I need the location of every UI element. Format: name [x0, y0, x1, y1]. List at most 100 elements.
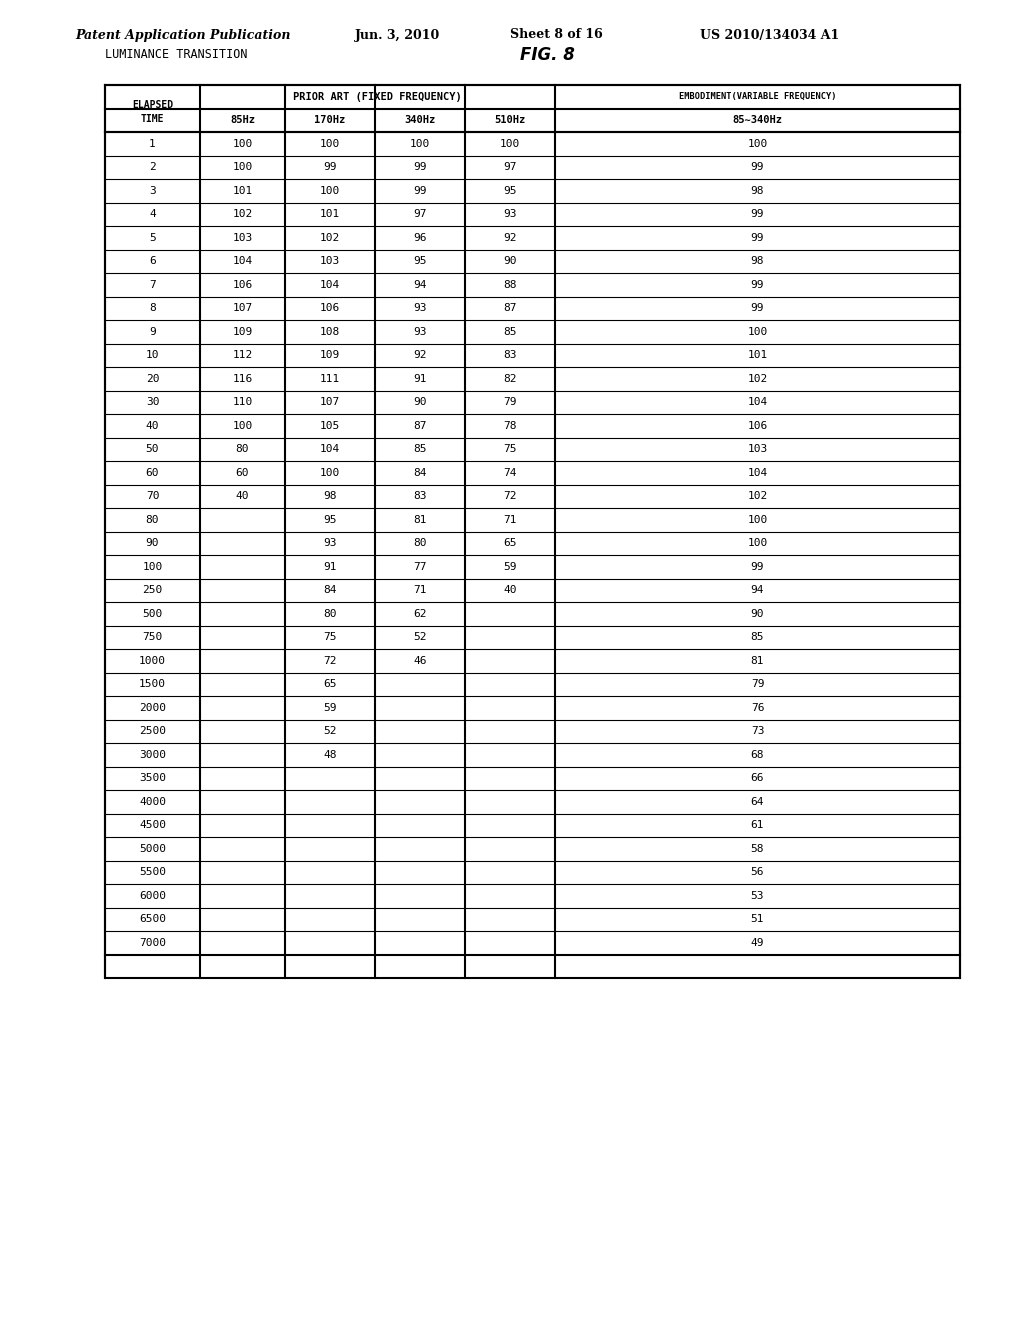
Text: 101: 101 — [232, 186, 253, 195]
Text: 53: 53 — [751, 891, 764, 900]
Text: 58: 58 — [751, 843, 764, 854]
Text: 74: 74 — [503, 467, 517, 478]
Text: 510Hz: 510Hz — [495, 115, 525, 125]
Text: 99: 99 — [324, 162, 337, 172]
Text: 64: 64 — [751, 797, 764, 807]
Text: 93: 93 — [503, 210, 517, 219]
Text: 97: 97 — [503, 162, 517, 172]
Text: 98: 98 — [324, 491, 337, 502]
Text: 94: 94 — [751, 585, 764, 595]
Text: 100: 100 — [319, 186, 340, 195]
Text: 71: 71 — [414, 585, 427, 595]
Text: 100: 100 — [500, 139, 520, 149]
Text: 49: 49 — [751, 937, 764, 948]
Text: 52: 52 — [324, 726, 337, 737]
Text: 78: 78 — [503, 421, 517, 430]
Text: 91: 91 — [414, 374, 427, 384]
Text: 79: 79 — [503, 397, 517, 408]
Text: 100: 100 — [319, 139, 340, 149]
Text: 59: 59 — [503, 562, 517, 572]
Text: 20: 20 — [145, 374, 160, 384]
Text: 88: 88 — [503, 280, 517, 290]
Text: 60: 60 — [145, 467, 160, 478]
Text: TIME: TIME — [140, 114, 164, 124]
Text: 95: 95 — [503, 186, 517, 195]
Text: 2: 2 — [150, 162, 156, 172]
Text: 112: 112 — [232, 350, 253, 360]
Text: 83: 83 — [414, 491, 427, 502]
Text: 100: 100 — [748, 139, 768, 149]
Text: 56: 56 — [751, 867, 764, 878]
Text: 6500: 6500 — [139, 915, 166, 924]
Text: 85: 85 — [751, 632, 764, 643]
Text: 79: 79 — [751, 680, 764, 689]
Text: 99: 99 — [751, 562, 764, 572]
Text: FIG. 8: FIG. 8 — [520, 46, 574, 63]
Text: Patent Application Publication: Patent Application Publication — [75, 29, 291, 41]
Text: 3000: 3000 — [139, 750, 166, 760]
Text: 96: 96 — [414, 232, 427, 243]
Text: 68: 68 — [751, 750, 764, 760]
Text: 87: 87 — [414, 421, 427, 430]
Text: 500: 500 — [142, 609, 163, 619]
Text: 40: 40 — [145, 421, 160, 430]
Text: 3: 3 — [150, 186, 156, 195]
Text: 102: 102 — [319, 232, 340, 243]
Text: 80: 80 — [145, 515, 160, 525]
Text: 99: 99 — [751, 280, 764, 290]
Text: 85Hz: 85Hz — [230, 115, 255, 125]
Text: 99: 99 — [751, 210, 764, 219]
Text: 1000: 1000 — [139, 656, 166, 665]
Text: 81: 81 — [414, 515, 427, 525]
Text: 5: 5 — [150, 232, 156, 243]
Text: 107: 107 — [319, 397, 340, 408]
Text: 52: 52 — [414, 632, 427, 643]
Text: 107: 107 — [232, 304, 253, 313]
Text: 98: 98 — [751, 186, 764, 195]
Text: 90: 90 — [751, 609, 764, 619]
Text: 116: 116 — [232, 374, 253, 384]
Text: 102: 102 — [748, 491, 768, 502]
Text: 2500: 2500 — [139, 726, 166, 737]
Text: 100: 100 — [748, 539, 768, 548]
Text: 106: 106 — [319, 304, 340, 313]
Text: 90: 90 — [145, 539, 160, 548]
Text: 99: 99 — [414, 162, 427, 172]
Text: LUMINANCE TRANSITION: LUMINANCE TRANSITION — [105, 49, 248, 62]
Text: 101: 101 — [748, 350, 768, 360]
Text: 103: 103 — [232, 232, 253, 243]
Text: 91: 91 — [324, 562, 337, 572]
Text: ELAPSED: ELAPSED — [132, 99, 173, 110]
Text: US 2010/134034 A1: US 2010/134034 A1 — [700, 29, 840, 41]
Text: 3500: 3500 — [139, 774, 166, 783]
Text: 85: 85 — [414, 445, 427, 454]
Text: 90: 90 — [414, 397, 427, 408]
Text: EMBODIMENT(VARIABLE FREQUENCY): EMBODIMENT(VARIABLE FREQUENCY) — [679, 92, 837, 102]
Text: 71: 71 — [503, 515, 517, 525]
Text: 8: 8 — [150, 304, 156, 313]
Text: 4000: 4000 — [139, 797, 166, 807]
Text: 90: 90 — [503, 256, 517, 267]
Text: 103: 103 — [319, 256, 340, 267]
Text: 93: 93 — [414, 304, 427, 313]
Text: 99: 99 — [414, 186, 427, 195]
Text: 50: 50 — [145, 445, 160, 454]
Text: 2000: 2000 — [139, 702, 166, 713]
Text: 40: 40 — [503, 585, 517, 595]
Text: 73: 73 — [751, 726, 764, 737]
Text: 104: 104 — [232, 256, 253, 267]
Text: 84: 84 — [324, 585, 337, 595]
Text: 99: 99 — [751, 304, 764, 313]
Text: 250: 250 — [142, 585, 163, 595]
Text: 106: 106 — [232, 280, 253, 290]
Text: 75: 75 — [503, 445, 517, 454]
Text: 61: 61 — [751, 820, 764, 830]
Text: 4500: 4500 — [139, 820, 166, 830]
Text: 30: 30 — [145, 397, 160, 408]
Text: 48: 48 — [324, 750, 337, 760]
Text: 66: 66 — [751, 774, 764, 783]
Text: 92: 92 — [414, 350, 427, 360]
Text: 46: 46 — [414, 656, 427, 665]
Text: 1: 1 — [150, 139, 156, 149]
Text: 65: 65 — [503, 539, 517, 548]
